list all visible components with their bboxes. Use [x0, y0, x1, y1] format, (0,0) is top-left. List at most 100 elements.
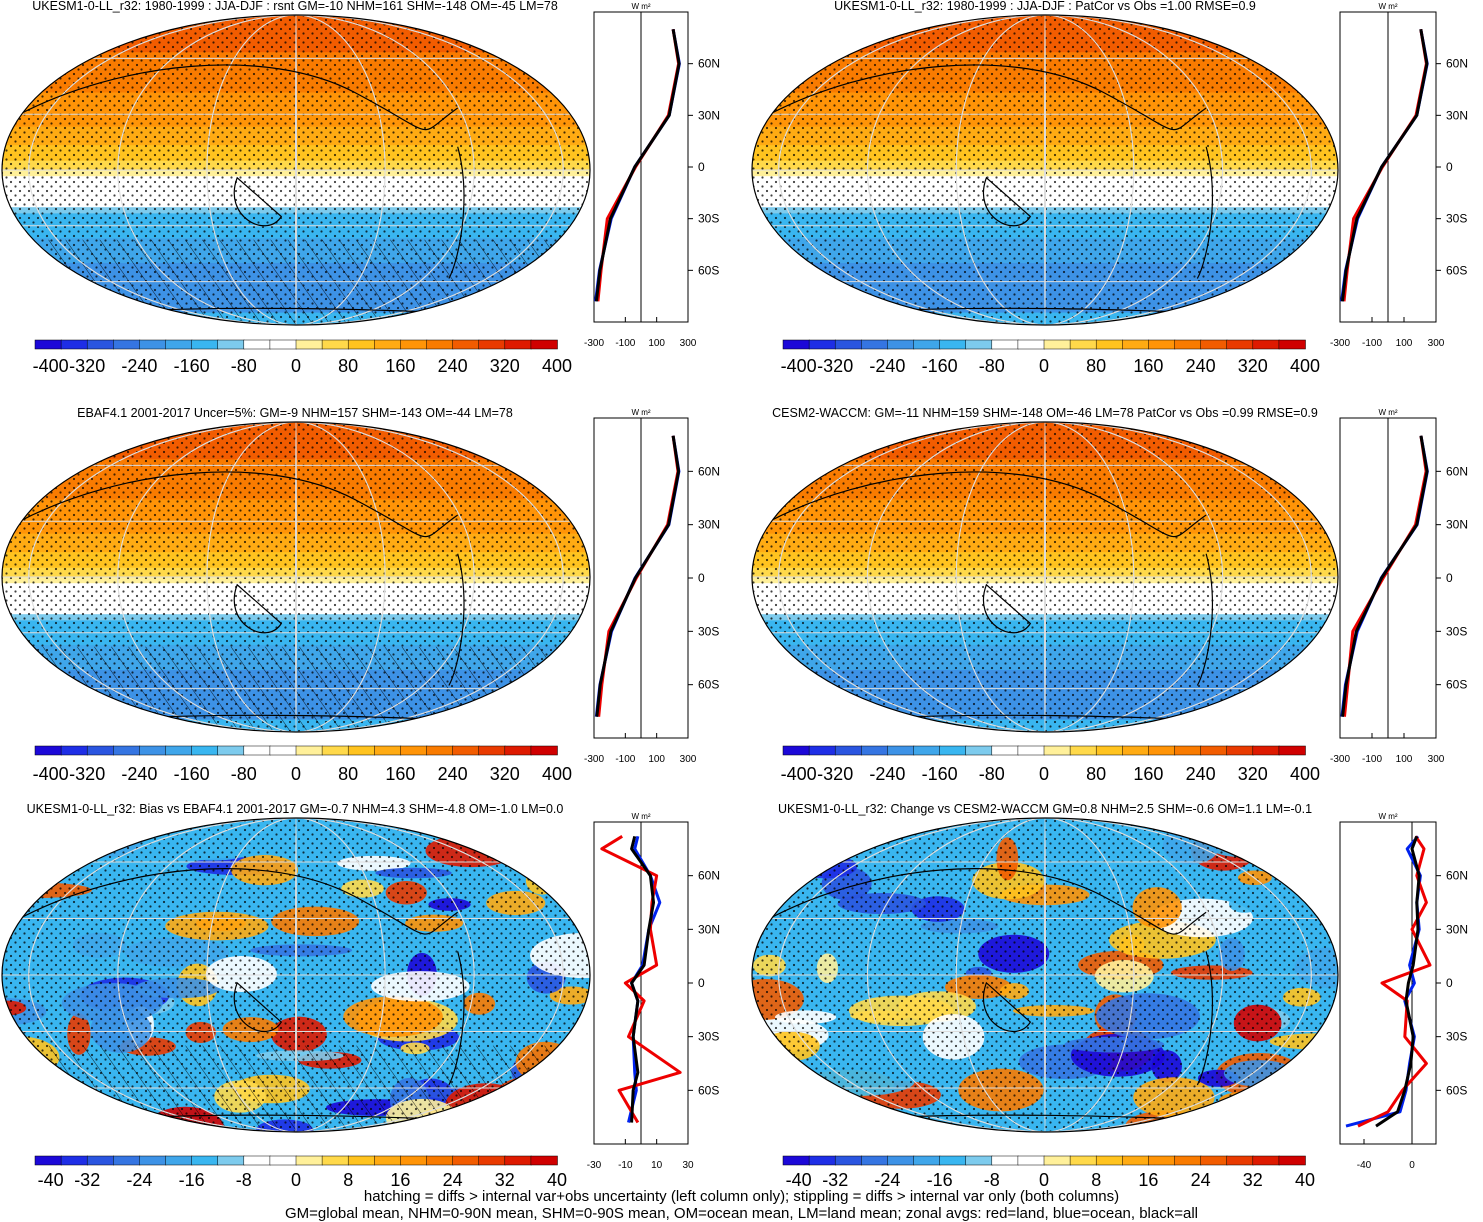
field-blotch: [517, 833, 538, 877]
colorbar-segment: [808, 1155, 836, 1166]
zonal-x-label: 100: [1396, 754, 1413, 765]
zonal-x-label: 300: [680, 754, 697, 765]
colorbar-segment: [295, 339, 323, 350]
zonal-line-all: [594, 28, 681, 302]
longitude-line: [117, 818, 475, 1132]
colorbar-segment: [400, 339, 428, 350]
panel-3: EBAF4.1 2001-2017 Uncer=5%: GM=-9 NHM=15…: [1, 406, 720, 784]
zonal-lat-label: 60N: [698, 464, 720, 478]
colorbar-segment: [452, 339, 480, 350]
coastline: [16, 868, 459, 935]
longitude-line: [778, 422, 1312, 732]
colorbar-segment: [34, 745, 62, 756]
panel-title: UKESM1-0-LL_r32: 1980-1999 : JJA-DJF : r…: [32, 0, 558, 13]
field-blotch: [907, 1119, 937, 1132]
colorbar-segment: [965, 745, 993, 756]
longitude-line: [117, 422, 475, 732]
colorbar-segment: [452, 745, 480, 756]
coastline: [233, 583, 283, 634]
colorbar-segment: [913, 339, 941, 350]
colorbar-segment: [1252, 1155, 1280, 1166]
colorbar-segment: [139, 745, 167, 756]
colorbar-segment: [60, 339, 88, 350]
colorbar-tick-label: -80: [979, 356, 1005, 376]
zonal-x-label: 100: [648, 754, 665, 765]
colorbar-segment: [1252, 745, 1280, 756]
colorbar-tick-label: 320: [490, 764, 520, 784]
colorbar-tick-label: 160: [1133, 764, 1163, 784]
colorbar-segment: [86, 745, 115, 756]
colorbar-segment: [1278, 745, 1306, 756]
colorbar-segment: [1200, 1155, 1228, 1166]
colorbar-tick-label: 8: [343, 1170, 353, 1190]
colorbar-segment: [1200, 339, 1228, 350]
panel-title: UKESM1-0-LL_r32: Change vs CESM2-WACCM G…: [778, 802, 1312, 816]
colorbar-segment: [1122, 1155, 1150, 1166]
colorbar-tick-label: -160: [922, 764, 958, 784]
zonal-lat-label: 60S: [1446, 263, 1467, 277]
zonal-unit-label: W m²: [1378, 812, 1397, 821]
coastline: [448, 146, 465, 279]
zonal-lat-label: 60S: [1446, 1083, 1467, 1097]
longitude-line: [295, 422, 297, 732]
colorbar-segment: [165, 339, 193, 350]
colorbar-tick-label: -400: [33, 356, 69, 376]
colorbar-segment: [347, 339, 376, 350]
zonal-x-label: -100: [1362, 338, 1382, 349]
colorbar-tick-label: -400: [33, 764, 69, 784]
map-outline: [1, 421, 591, 733]
colorbar-segment: [1017, 339, 1045, 350]
colorbar-tick-label: 400: [542, 356, 572, 376]
colorbar-segment: [939, 1155, 967, 1166]
world-map: [752, 422, 1338, 732]
field-blotch: [8, 854, 39, 868]
longitude-line: [955, 818, 1135, 1132]
colorbar-segment: [86, 339, 115, 350]
field-blotch: [752, 1064, 790, 1099]
colorbar-tick-label: -240: [121, 764, 157, 784]
zonal-x-label: -30: [587, 1160, 602, 1171]
colorbar-tick-label: 24: [1191, 1170, 1211, 1190]
colorbar-segment: [808, 339, 836, 350]
colorbar-tick-label: 0: [291, 1170, 301, 1190]
coastline: [448, 553, 465, 686]
zonal-x-label: 10: [651, 1160, 663, 1171]
colorbar-tick-label: 0: [1039, 1170, 1049, 1190]
zonal-lat-label: 60S: [698, 1083, 719, 1097]
colorbar-segment: [113, 745, 141, 756]
coastline: [233, 176, 283, 227]
colorbar-segment: [887, 745, 915, 756]
colorbar-tick-label: 240: [1186, 764, 1216, 784]
colorbar-tick-label: -320: [69, 356, 105, 376]
colorbar-segment: [504, 1155, 532, 1166]
panel-title: EBAF4.1 2001-2017 Uncer=5%: GM=-9 NHM=15…: [77, 406, 513, 420]
colorbar-tick-label: -80: [231, 356, 257, 376]
field-blotch: [532, 1058, 590, 1081]
colorbar-segment: [1148, 1155, 1176, 1166]
footer-line-2: GM=global mean, NHM=0-90N mean, SHM=0-90…: [284, 1205, 1198, 1222]
zonal-lat-label: 30N: [698, 922, 720, 936]
colorbar-segment: [1043, 339, 1071, 350]
colorbar-segment: [939, 339, 967, 350]
colorbar-tick-label: 320: [490, 356, 520, 376]
colorbar-tick-label: -8: [236, 1170, 252, 1190]
colorbar-tick-label: -80: [231, 764, 257, 784]
zonal-x-label: 100: [1396, 338, 1413, 349]
colorbar-segment: [530, 745, 558, 756]
zonal-lat-label: 0: [1446, 160, 1453, 174]
colorbar-segment: [1174, 745, 1202, 756]
colorbar-segment: [86, 1155, 115, 1166]
colorbar-tick-label: 32: [495, 1170, 515, 1190]
colorbar-segment: [530, 1155, 558, 1166]
colorbar-segment: [782, 745, 810, 756]
field-blotch: [2, 1088, 22, 1126]
zonal-lat-label: 30S: [698, 624, 719, 638]
zonal-lat-label: 60N: [1446, 464, 1468, 478]
colorbar-segment: [808, 745, 836, 756]
colorbar-segment: [34, 1155, 62, 1166]
colorbar-tick-label: 80: [338, 764, 358, 784]
zonal-line-land: [1342, 28, 1428, 302]
map-outline: [1, 817, 591, 1133]
colorbar-segment: [1043, 1155, 1071, 1166]
longitude-line: [866, 15, 1224, 325]
